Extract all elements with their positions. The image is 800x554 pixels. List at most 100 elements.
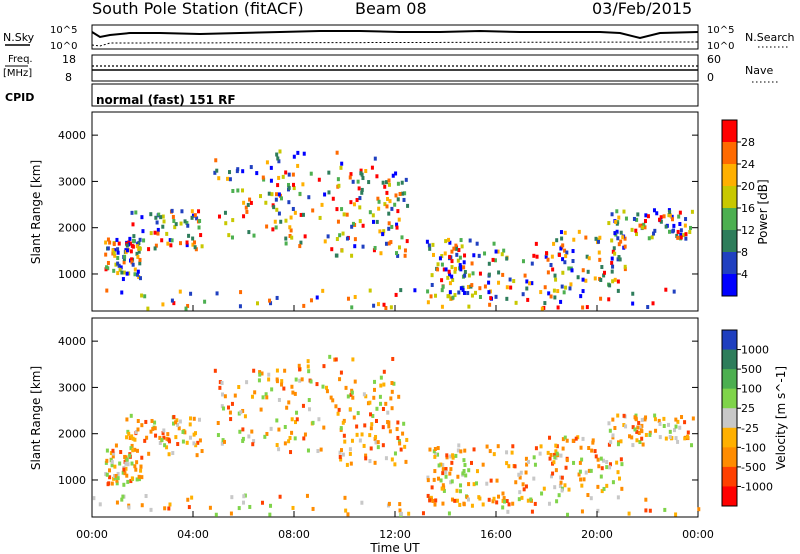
echo-cell (291, 505, 295, 510)
echo-cell (343, 439, 347, 444)
echo-cell (340, 248, 344, 253)
echo-cell (271, 227, 275, 232)
echo-cell (678, 425, 682, 430)
echo-cell (190, 215, 194, 220)
ytick-label: 1000 (58, 268, 86, 281)
echo-cell (432, 477, 436, 482)
echo-cell (214, 512, 218, 517)
colorbar-swatch (722, 349, 737, 370)
echo-cell (351, 221, 355, 226)
echo-cell (326, 234, 330, 239)
echo-cell (125, 243, 129, 248)
freq-tick-top: 18 (62, 53, 76, 66)
echo-cell (677, 214, 681, 219)
echo-cell (458, 502, 462, 507)
echo-cell (679, 232, 683, 237)
echo-cell (200, 244, 204, 249)
echo-cell (340, 161, 344, 166)
echo-cell (458, 255, 462, 260)
echo-cell (463, 253, 467, 258)
echo-cell (136, 254, 140, 259)
echo-cell (640, 423, 644, 428)
echo-cell (290, 430, 294, 435)
echo-cell (252, 368, 256, 373)
echo-cell (131, 262, 135, 267)
echo-cell (644, 213, 648, 218)
echo-cell (561, 437, 565, 442)
colorbar-swatch (722, 388, 737, 409)
echo-cell (658, 435, 662, 440)
echo-cell (180, 209, 184, 214)
echo-cell (466, 291, 470, 296)
echo-cell (403, 253, 407, 258)
echo-cell (602, 486, 606, 491)
echo-cell (526, 297, 530, 302)
time-axis-label: Time UT (369, 541, 420, 554)
ytick-label: 1000 (58, 474, 86, 487)
echo-cell (145, 435, 149, 440)
echo-cell (327, 190, 331, 195)
echo-cell (373, 460, 377, 465)
echo-cell (472, 482, 476, 487)
echo-cell (459, 483, 463, 488)
echo-cell (548, 435, 552, 440)
echo-cell (112, 268, 116, 273)
echo-cell (622, 413, 626, 418)
echo-cell (325, 389, 329, 394)
echo-cell (466, 284, 470, 289)
power-colorbar: 28 24 20 16 12 8 4 (721, 119, 755, 297)
nsearch-tick-top: 10^5 (707, 25, 734, 36)
echo-cell (323, 192, 327, 197)
echo-cell (579, 294, 583, 299)
echo-cell (290, 417, 294, 422)
echo-cell (364, 456, 368, 461)
echo-cell (295, 410, 299, 415)
echo-cell (580, 457, 584, 462)
echo-cell (642, 222, 646, 227)
echo-cell (543, 285, 547, 290)
echo-cell (321, 384, 325, 389)
echo-cell (255, 301, 259, 306)
echo-cell (340, 207, 344, 212)
echo-cell (611, 279, 615, 284)
echo-cell (226, 405, 230, 410)
echo-cell (407, 511, 411, 516)
echo-cell (448, 281, 452, 286)
echo-cell (384, 401, 388, 406)
echo-cell (505, 296, 509, 301)
echo-cell (399, 288, 403, 293)
echo-cell (350, 224, 354, 229)
echo-cell (277, 192, 281, 197)
echo-cell (398, 508, 402, 513)
echo-cell (352, 202, 356, 207)
echo-cell (406, 203, 410, 208)
echo-cell (487, 280, 491, 285)
echo-cell (156, 231, 160, 236)
echo-cell (615, 209, 619, 214)
echo-cell (353, 244, 357, 249)
echo-cell (467, 482, 471, 487)
echo-cell (223, 210, 227, 215)
echo-cell (189, 291, 193, 296)
echo-cell (353, 237, 357, 242)
echo-cell (578, 460, 582, 465)
echo-cell (450, 249, 454, 254)
echo-cell (683, 420, 687, 425)
echo-cell (344, 385, 348, 390)
velocity-plot: 1000 2000 3000 4000 Slant Range [km] (29, 317, 701, 518)
echo-cell (607, 297, 611, 302)
echo-cell (636, 212, 640, 217)
echo-cell (292, 154, 296, 159)
echo-cell (653, 228, 657, 233)
echo-cell (581, 289, 585, 294)
echo-cell (475, 241, 479, 246)
echo-cell (607, 442, 611, 447)
echo-cell (394, 193, 398, 198)
echo-cell (135, 251, 139, 256)
echo-cell (530, 281, 534, 286)
echo-cell (163, 506, 167, 511)
echo-cell (306, 359, 310, 364)
echo-cell (403, 191, 407, 196)
echo-cell (294, 377, 298, 382)
echo-cell (453, 293, 457, 298)
